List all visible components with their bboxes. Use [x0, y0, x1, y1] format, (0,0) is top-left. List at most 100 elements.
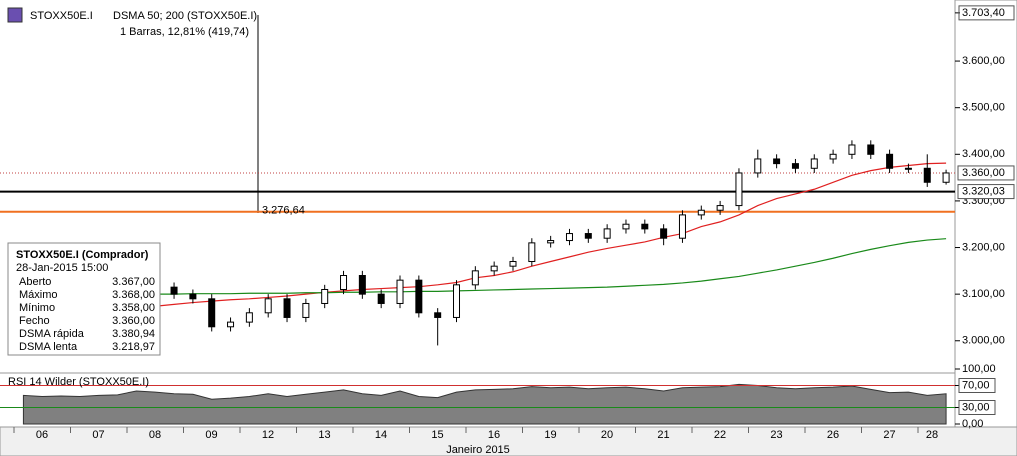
x-tick-label: 23 [770, 429, 782, 441]
candle-body [547, 240, 555, 244]
candle-body [509, 261, 517, 267]
candle-body [810, 158, 818, 169]
time-axis-panel [0, 426, 1017, 456]
candle-body [415, 279, 423, 314]
x-axis-label: Janeiro 2015 [446, 444, 510, 456]
candle-body [302, 302, 310, 318]
candle-body [471, 270, 479, 286]
x-tick-label: 19 [544, 429, 556, 441]
candle-body [660, 228, 668, 239]
level-label: 3.276,64 [262, 205, 305, 217]
candle-body [716, 205, 724, 211]
candle-body [434, 312, 442, 318]
x-tick-label: 28 [926, 429, 938, 441]
level-box [957, 165, 1015, 181]
x-tick-label: 07 [92, 429, 104, 441]
candle-body [358, 275, 366, 295]
y-tick-label: 30,00 [962, 401, 990, 413]
x-tick-label: 13 [318, 429, 330, 441]
info-label: Aberto [19, 276, 51, 288]
candle-body [923, 167, 931, 183]
candle-body [528, 242, 536, 263]
moving-average [23, 162, 947, 319]
x-tick-label: 09 [205, 429, 217, 441]
candle-body [867, 144, 875, 155]
candle-body [622, 223, 630, 230]
candle-body [829, 153, 837, 160]
rsi-area [22, 383, 947, 425]
y-tick-label: 3.200,00 [962, 241, 1005, 253]
info-label: DSMA lenta [19, 341, 78, 353]
info-box [7, 242, 161, 356]
x-tick-label: 12 [262, 429, 274, 441]
y-tick-label: 3.703,40 [962, 7, 1005, 19]
candle-body [264, 298, 272, 314]
rsi-title: RSI 14 Wilder (STOXX50E.I) [8, 376, 149, 388]
candle-body [208, 298, 216, 328]
candle-body [245, 312, 253, 323]
candle-body [886, 153, 894, 169]
level-label: 3.320,03 [962, 185, 1005, 197]
x-tick-label: 27 [883, 429, 895, 441]
x-tick-label: 21 [657, 429, 669, 441]
x-tick-label: 20 [601, 429, 613, 441]
x-tick-label: 26 [827, 429, 839, 441]
candle-body [340, 275, 348, 290]
info-label: Máximo [19, 289, 58, 301]
symbol: STOXX50E.I [30, 10, 93, 22]
candle-body [170, 286, 178, 295]
info-label: Fecho [19, 315, 50, 327]
indicator-name: DSMA 50; 200 (STOXX50E.I) [113, 10, 257, 22]
candle-body [565, 233, 573, 242]
candle-body [791, 163, 799, 169]
y-tick-label: 3.400,00 [962, 148, 1005, 160]
candle-body [490, 265, 498, 272]
level-label: 3.360,00 [962, 167, 1005, 179]
x-tick-label: 06 [36, 429, 48, 441]
y-tick-label: 0,00 [962, 418, 983, 430]
candle-body [584, 233, 592, 239]
y-tick-label: 3.500,00 [962, 102, 1005, 114]
info-title: STOXX50E.I (Comprador) [16, 249, 149, 261]
candle-body [189, 293, 197, 300]
x-tick-label: 14 [375, 429, 387, 441]
y-tick-label: 3.100,00 [962, 288, 1005, 300]
y-tick-label: 3.600,00 [962, 55, 1005, 67]
y-tick-label: 3.000,00 [962, 335, 1005, 347]
candle-body [754, 158, 762, 174]
candle-body [227, 321, 235, 328]
info-label: Mínimo [19, 302, 55, 314]
candle-body [453, 284, 461, 318]
y-tick-box [958, 378, 996, 393]
candle-body [678, 214, 686, 239]
info-value: 3.380,94 [112, 328, 155, 340]
info-label: DSMA rápida [19, 328, 85, 340]
y-tick-box [958, 400, 996, 415]
candle-body [773, 158, 781, 165]
level-box [957, 184, 1015, 200]
y-tick-box [958, 5, 1015, 21]
info-value: 3.368,00 [112, 289, 155, 301]
info-value: 3.360,00 [112, 315, 155, 327]
candle-body [603, 228, 611, 239]
candle-body [283, 298, 291, 318]
measure-label: 1 Barras, 12,81% (419,74) [120, 26, 249, 38]
candle-body [735, 172, 743, 207]
info-date: 28-Jan-2015 15:00 [16, 262, 108, 274]
y-tick-label: 70,00 [962, 379, 990, 391]
candle-body [396, 279, 404, 304]
x-tick-label: 22 [714, 429, 726, 441]
candle-body [942, 172, 950, 183]
x-tick-label: 16 [488, 429, 500, 441]
x-tick-label: 08 [149, 429, 161, 441]
candle-body [377, 293, 385, 304]
candle-body [697, 209, 705, 216]
candle-body [848, 144, 856, 155]
info-value: 3.218,97 [112, 341, 155, 353]
candle-body [321, 288, 329, 304]
x-tick-label: 15 [431, 429, 443, 441]
candle-body [641, 223, 649, 230]
candle-body [904, 167, 912, 170]
